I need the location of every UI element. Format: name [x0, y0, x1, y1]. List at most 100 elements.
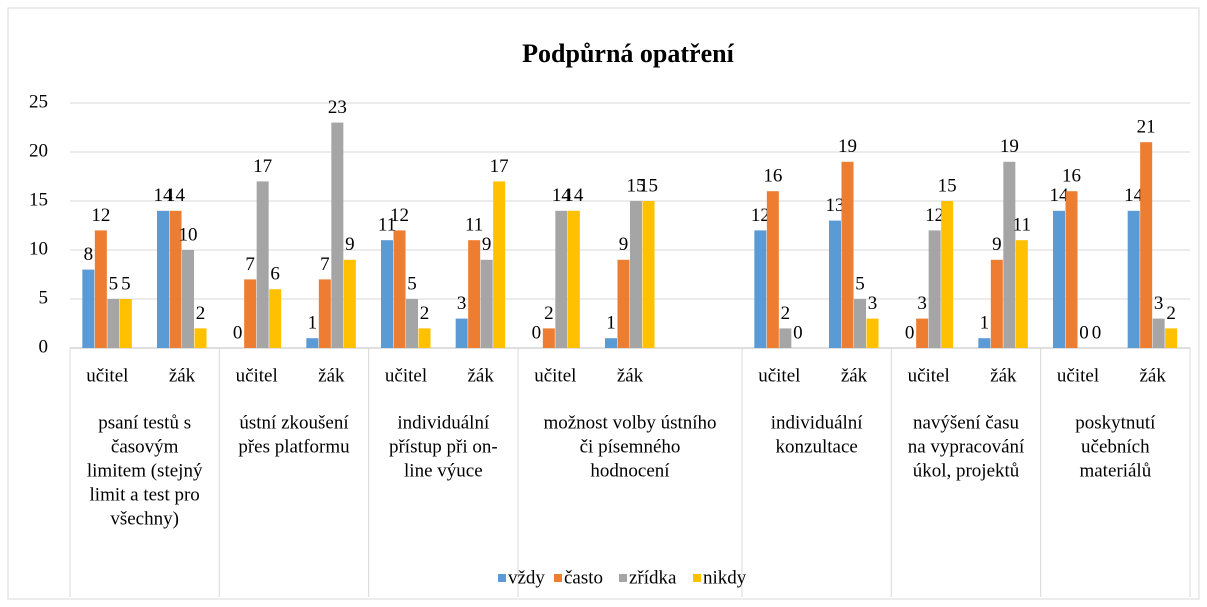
bar: [1003, 161, 1016, 348]
y-tick-label: 15: [29, 189, 48, 210]
bar: [779, 328, 792, 348]
legend-swatch: [498, 574, 506, 582]
data-label: 16: [763, 166, 782, 187]
data-label: 3: [868, 293, 878, 314]
x-tick-label: učitel: [236, 365, 278, 386]
data-label: 11: [378, 215, 396, 236]
data-label: 13: [826, 195, 845, 216]
legend-label: často: [564, 567, 603, 588]
bar: [94, 230, 107, 348]
bar: [630, 201, 642, 348]
data-label: 1: [980, 313, 990, 334]
bar: [1015, 240, 1028, 348]
bar: [990, 259, 1003, 348]
x-tick-label: učitel: [534, 365, 576, 386]
data-label: 10: [179, 224, 198, 245]
bar: [119, 299, 132, 348]
bar: [754, 230, 767, 348]
bar: [269, 289, 282, 348]
bar: [468, 240, 481, 348]
data-label: 12: [925, 205, 944, 226]
bar: [542, 328, 555, 348]
bar: [829, 220, 841, 348]
data-label: 0: [793, 322, 803, 343]
data-label: 2: [781, 303, 791, 324]
x-tick-label: učitel: [1057, 365, 1099, 386]
group-label: na vypracování: [908, 436, 1025, 457]
data-label: 0: [532, 322, 542, 343]
data-label: 23: [328, 97, 347, 118]
data-label: 5: [855, 273, 865, 294]
group-label: ústní zkoušení: [239, 412, 349, 433]
y-tick-label: 10: [29, 238, 48, 259]
bar: [617, 259, 630, 348]
data-label: 0: [1079, 322, 1089, 343]
data-label: 5: [121, 273, 131, 294]
x-tick-label: učitel: [86, 365, 128, 386]
legend-label: vždy: [508, 567, 545, 588]
data-label: 9: [345, 234, 355, 255]
data-label: 7: [245, 254, 255, 275]
x-tick-label: žák: [169, 365, 196, 386]
data-label: 8: [84, 244, 94, 265]
group-label: poskytnutí: [1075, 412, 1156, 433]
bar: [418, 328, 431, 348]
data-label: 15: [627, 175, 646, 196]
bar: [1140, 142, 1153, 348]
bar: [928, 230, 941, 348]
bar: [841, 161, 854, 348]
bar: [406, 299, 418, 348]
x-tick-label: žák: [467, 365, 494, 386]
data-label: 12: [91, 205, 110, 226]
bar: [381, 240, 393, 348]
data-label: 14: [1050, 185, 1070, 206]
data-label: 14: [552, 185, 572, 206]
x-tick-label: učitel: [908, 365, 950, 386]
data-label: 14: [166, 185, 186, 206]
bar: [455, 318, 468, 348]
data-label: 14: [154, 185, 174, 206]
group-label: psaní testů s: [98, 412, 191, 433]
data-label: 2: [196, 303, 206, 324]
x-tick-label: žák: [990, 365, 1017, 386]
data-label: 3: [457, 293, 467, 314]
x-tick-label: žák: [1139, 365, 1166, 386]
data-label: 9: [482, 234, 492, 255]
data-label: 17: [253, 156, 272, 177]
group-label: učebních: [1081, 436, 1150, 457]
data-label: 1: [308, 313, 318, 334]
y-tick-label: 5: [39, 287, 49, 308]
group-label: přístup při on-: [389, 436, 498, 457]
bar: [1065, 191, 1078, 348]
bar: [866, 318, 879, 348]
bar: [256, 181, 269, 348]
data-label: 11: [465, 215, 483, 236]
bar: [244, 279, 257, 348]
data-label: 19: [1000, 136, 1019, 157]
data-label: 15: [938, 175, 957, 196]
legend-swatch: [554, 574, 562, 582]
data-label: 0: [905, 322, 915, 343]
bar: [1053, 210, 1065, 348]
bar: [331, 122, 344, 348]
bar: [157, 210, 169, 348]
bar: [194, 328, 207, 348]
x-tick-label: žák: [318, 365, 345, 386]
data-label: 9: [619, 234, 629, 255]
data-label: 12: [390, 205, 409, 226]
data-label: 14: [1124, 185, 1144, 206]
legend-label: nikdy: [703, 567, 747, 588]
bar: [555, 210, 568, 348]
legend-swatch: [693, 574, 701, 582]
data-label: 2: [420, 303, 430, 324]
group-label: hodnocení: [590, 460, 670, 481]
bar: [343, 259, 356, 348]
bar: [393, 230, 406, 348]
group-label: individuální: [771, 412, 864, 433]
bar: [169, 210, 182, 348]
data-label: 6: [270, 264, 280, 285]
group-label: konzultace: [776, 436, 858, 457]
bar: [941, 201, 954, 348]
data-label: 0: [1092, 322, 1102, 343]
